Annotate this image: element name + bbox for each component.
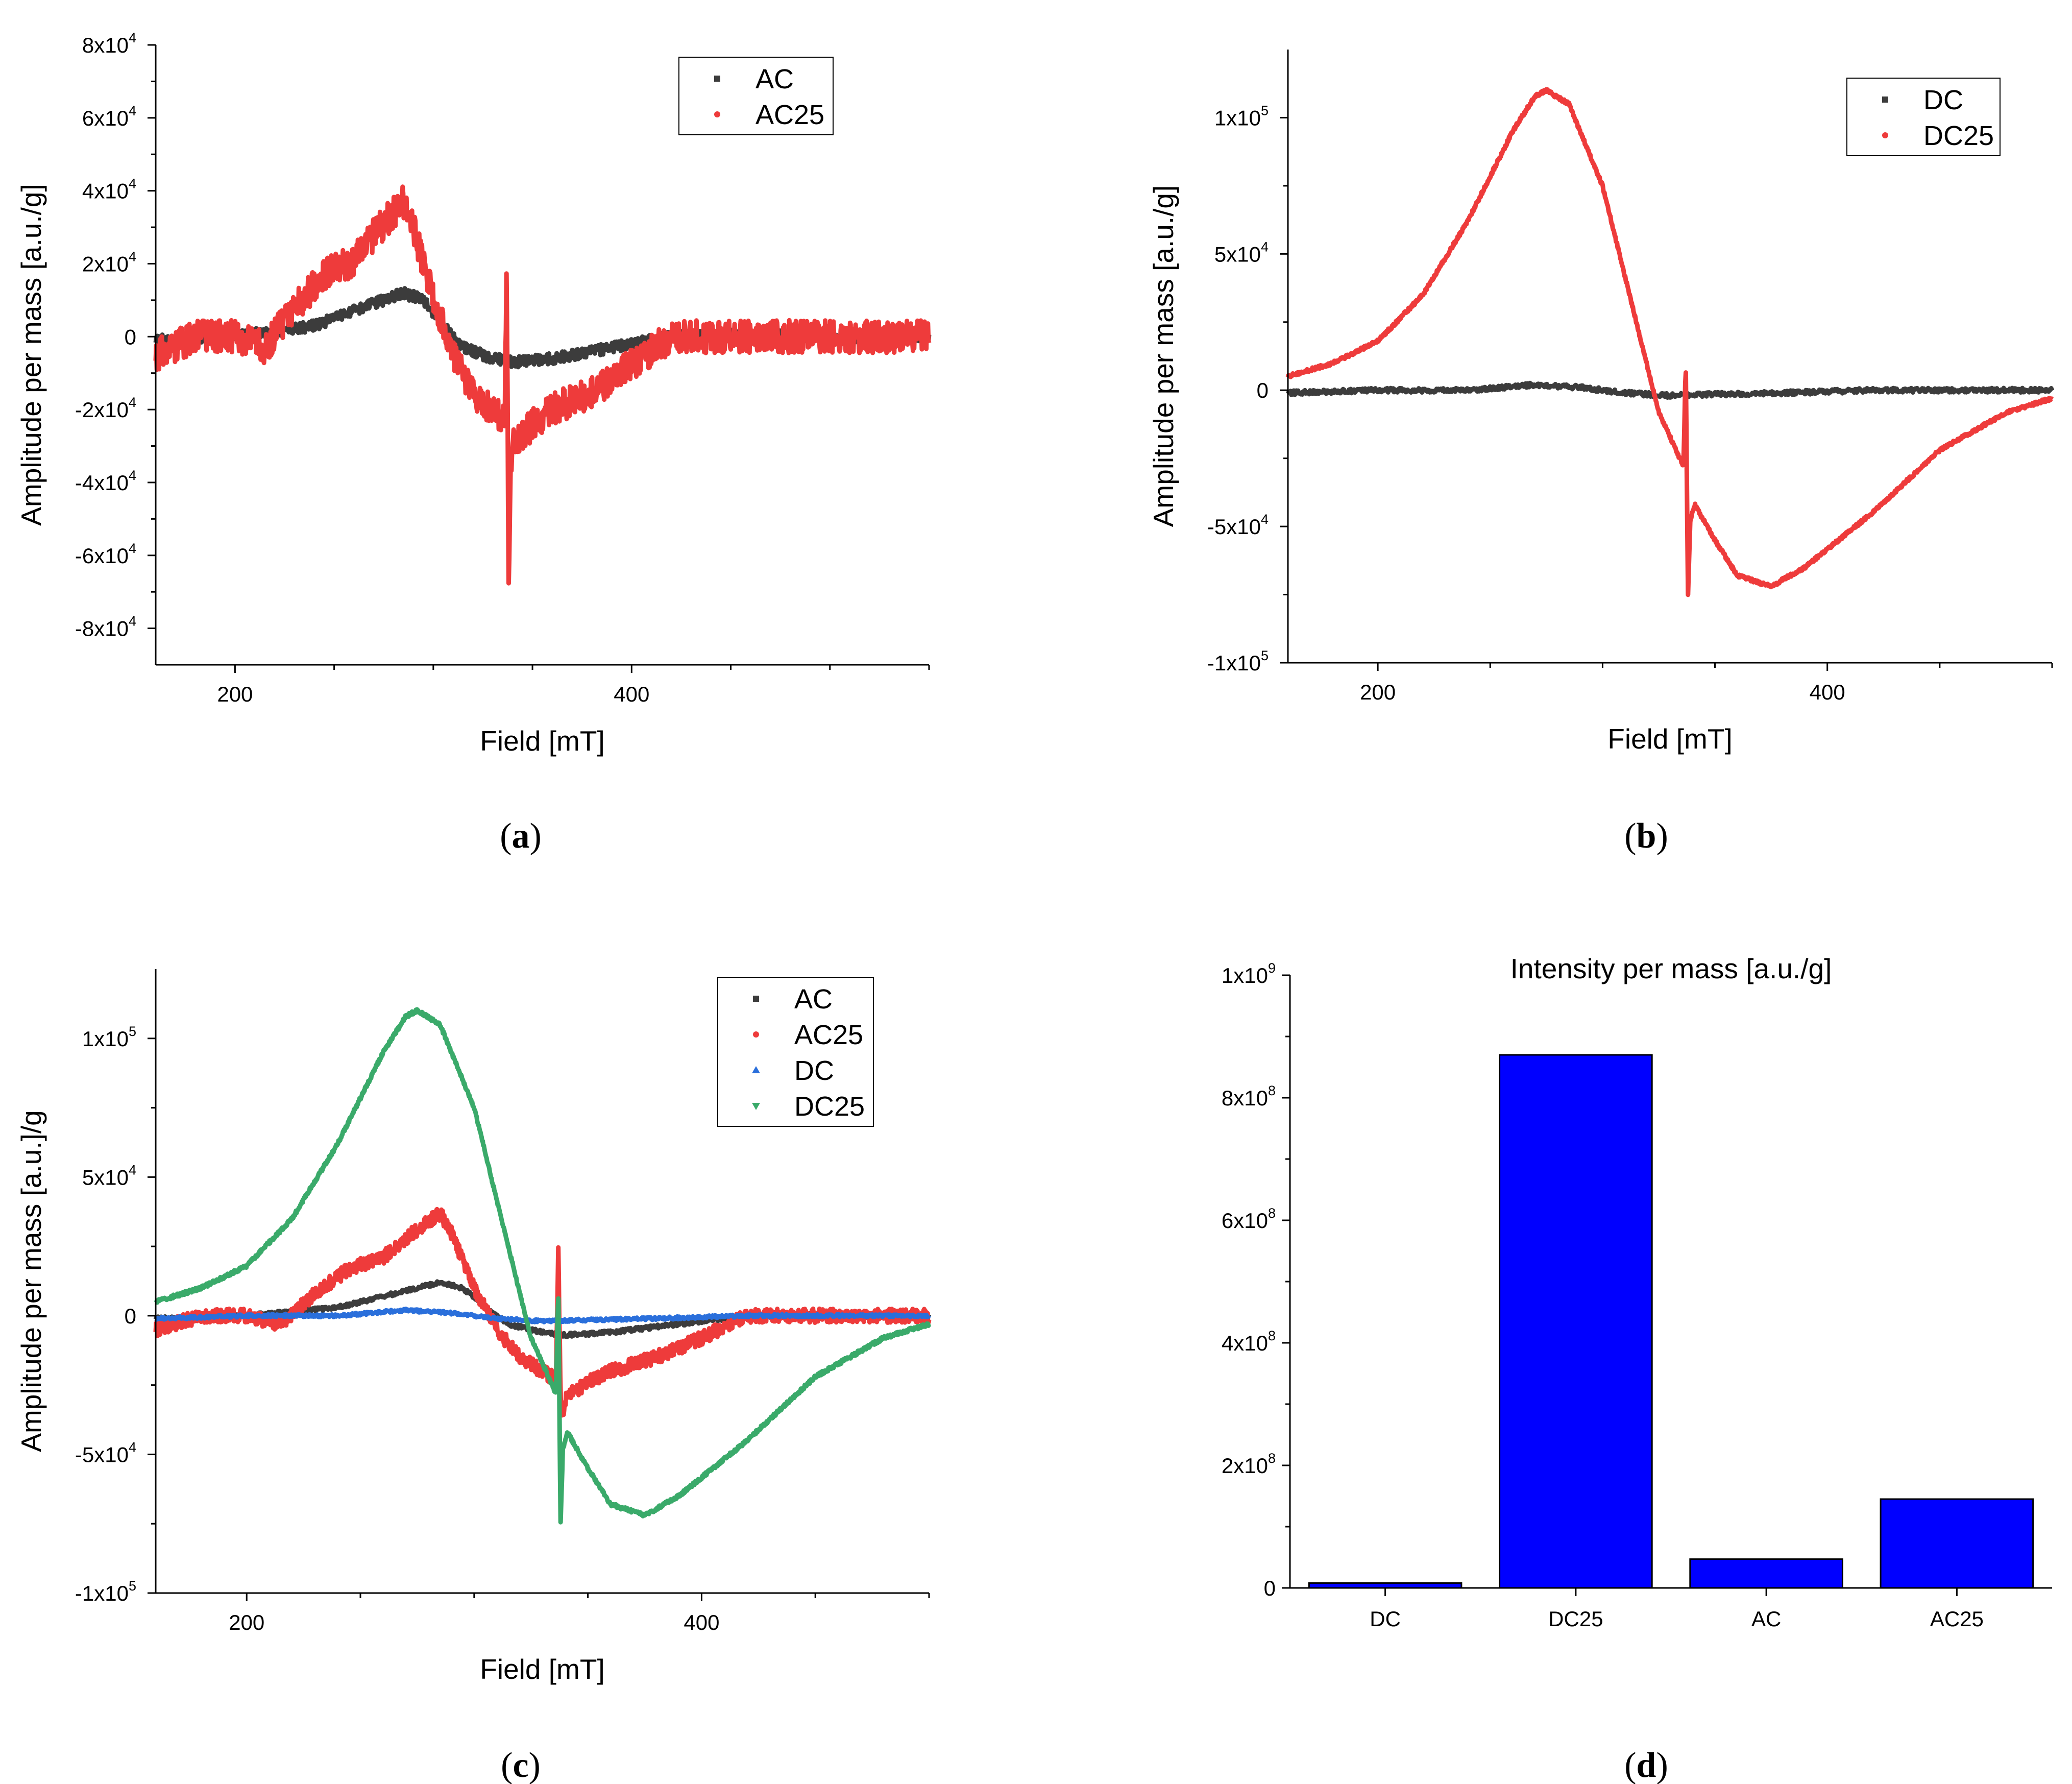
panel-c: 200 400 1x105 5x104 0 -5x104 -1x105 Field [mT] A… [15, 969, 932, 1784]
bar-dc25 [1499, 1054, 1653, 1589]
y-tick-label: 0 [125, 325, 136, 349]
y-tick-label: 1x109 [1222, 960, 1276, 987]
y-tick-label: 5x104 [1214, 239, 1269, 266]
panel-d-plot: 0 2x108 4x108 6x108 8x108 1x109 DC DC25 AC AC25 In… [1222, 953, 2052, 1631]
panel-c-plot: 200 400 1x105 5x104 0 -5x104 -1x105 Field [mT] A… [15, 969, 932, 1685]
panel-b: 200 400 1x105 5x104 0 -5x104 -1x105 Field [mT] A… [1148, 50, 2055, 856]
y-tick-label: -8x104 [75, 614, 136, 641]
x-tick-label: 200 [217, 682, 253, 706]
series-ac25-line [153, 184, 932, 586]
bar-ac25 [1880, 1498, 2034, 1589]
legend: DC DC25 [1846, 78, 2001, 156]
y-tick-label: -4x104 [75, 468, 136, 495]
panel-d-caption: (d) [1624, 1746, 1668, 1784]
y-tick-label: -6x104 [75, 541, 136, 568]
y-tick-label: 0 [125, 1304, 136, 1328]
x-axis-title: Field [mT] [480, 725, 604, 757]
series-dc-line [1285, 380, 2055, 400]
y-tick-label: -1x105 [1207, 648, 1269, 675]
y-tick-label: 2x108 [1222, 1451, 1276, 1478]
y-tick-label: 2x104 [82, 249, 136, 276]
legend-label-ac25: AC25 [794, 1020, 863, 1050]
panel-b-caption: (b) [1624, 816, 1668, 856]
y-tick-label: 4x104 [82, 176, 136, 203]
y-tick-label: 8x108 [1222, 1083, 1276, 1110]
legend-marker-ac25 [714, 111, 720, 117]
series-dc25-line [154, 1007, 932, 1525]
legend-box [1846, 78, 2001, 156]
x-tick-label: 400 [614, 682, 649, 706]
legend-label-ac: AC [794, 984, 833, 1015]
legend-label-dc: DC [1923, 85, 1963, 115]
x-tick-label: 200 [1360, 680, 1396, 704]
series-dc25-line [1285, 87, 2054, 597]
legend-label-ac: AC [755, 64, 794, 94]
legend-marker-dc [752, 1066, 760, 1073]
panel-b-plot: 200 400 1x105 5x104 0 -5x104 -1x105 Field [mT] A… [1148, 50, 2055, 755]
y-tick-label: 1x105 [1214, 103, 1269, 130]
x-tick-label: 200 [229, 1610, 264, 1634]
legend-label-ac25: AC25 [755, 100, 824, 130]
legend-box [678, 57, 834, 135]
bar-ac [1689, 1558, 1843, 1589]
panel-c-caption: (c) [501, 1746, 541, 1784]
x-tick-label-ac: AC [1751, 1607, 1781, 1631]
legend-label-dc: DC [794, 1055, 834, 1086]
panel-a-caption: (a) [500, 816, 542, 856]
chart-title: Intensity per mass [a.u./g] [1510, 953, 1832, 984]
x-axis-title: Field [mT] [1607, 723, 1732, 755]
x-tick-label-dc: DC [1370, 1607, 1401, 1631]
legend-marker-ac [714, 76, 720, 82]
legend-marker-ac25 [753, 1031, 759, 1038]
legend: AC AC25 [678, 57, 834, 135]
x-axis-title: Field [mT] [480, 1653, 604, 1685]
y-axis-title: Amplitude per mass [a.u./g] [1148, 185, 1179, 527]
y-tick-label: -5x104 [75, 1439, 136, 1466]
legend-marker-dc [1882, 97, 1888, 103]
y-axis-title: Amplitude per mass [a.u./g] [15, 184, 47, 525]
legend-marker-dc25 [752, 1103, 760, 1110]
panel-a-plot: 200 400 8x104 6x104 4x104 2x104 0 -2x104 -4x104 -… [15, 30, 932, 757]
y-tick-label: -2x104 [75, 395, 136, 422]
legend-label-dc25: DC25 [794, 1091, 865, 1122]
legend-marker-ac [753, 996, 759, 1002]
panel-a: 200 400 8x104 6x104 4x104 2x104 0 -2x104 -4x104 -… [15, 30, 932, 856]
legend-box [717, 977, 874, 1127]
y-tick-label: 8x104 [82, 30, 136, 57]
x-tick-label-ac25: AC25 [1930, 1607, 1984, 1631]
x-tick-label: 400 [1810, 680, 1845, 704]
y-tick-label: -1x105 [75, 1578, 136, 1605]
x-tick-label: 400 [684, 1610, 719, 1634]
y-tick-label: -5x104 [1207, 512, 1269, 539]
y-axis-title: Amplitude per mass [a.u.]/g [15, 1110, 47, 1452]
panel-d: 0 2x108 4x108 6x108 8x108 1x109 DC DC25 AC AC25 In… [1222, 953, 2052, 1784]
y-tick-label: 5x104 [82, 1162, 136, 1189]
legend: AC AC25 DC DC25 [717, 977, 874, 1127]
y-tick-label: 0 [1257, 378, 1269, 402]
y-tick-label: 0 [1264, 1576, 1276, 1600]
legend-marker-dc25 [1882, 132, 1888, 138]
y-tick-label: 6x108 [1222, 1206, 1276, 1233]
x-tick-label-dc25: DC25 [1548, 1607, 1603, 1631]
series-dc-line [154, 1307, 931, 1324]
legend-label-dc25: DC25 [1923, 120, 1994, 151]
y-tick-label: 4x108 [1222, 1328, 1276, 1355]
y-tick-label: 6x104 [82, 103, 136, 130]
y-tick-label: 1x105 [82, 1024, 136, 1051]
